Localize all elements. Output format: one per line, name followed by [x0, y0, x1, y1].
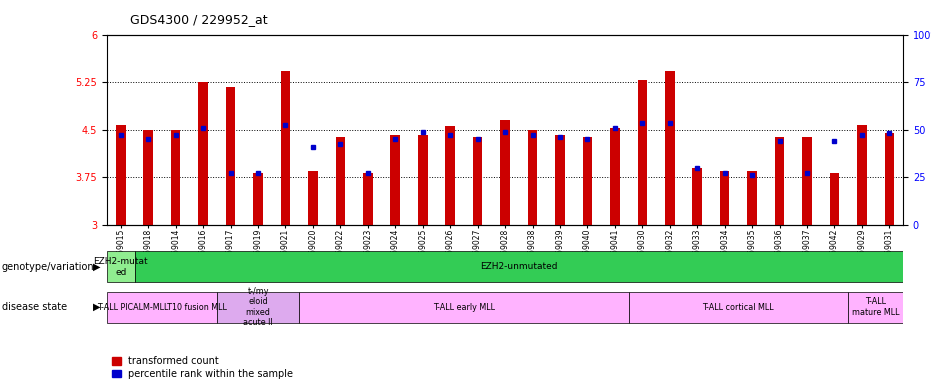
Text: EZH2-mutat
ed: EZH2-mutat ed	[93, 257, 148, 276]
Text: genotype/variation: genotype/variation	[2, 262, 94, 272]
Bar	[628, 292, 848, 323]
Bar	[107, 292, 217, 323]
Bar	[555, 135, 565, 225]
Text: T-ALL cortical MLL: T-ALL cortical MLL	[703, 303, 775, 312]
Bar	[693, 168, 702, 225]
Text: EZH2-unmutated: EZH2-unmutated	[480, 262, 558, 271]
Text: T-ALL
mature MLL: T-ALL mature MLL	[852, 298, 899, 317]
Bar	[665, 71, 675, 225]
Bar	[116, 125, 126, 225]
Legend: transformed count, percentile rank within the sample: transformed count, percentile rank withi…	[112, 356, 293, 379]
Bar	[884, 133, 894, 225]
Bar	[500, 120, 510, 225]
Text: T-ALL PICALM-MLLT10 fusion MLL: T-ALL PICALM-MLLT10 fusion MLL	[97, 303, 227, 312]
Bar	[473, 137, 482, 225]
Bar	[748, 171, 757, 225]
Bar	[280, 71, 290, 225]
Bar	[720, 171, 730, 225]
Bar	[390, 135, 400, 225]
Text: ▶: ▶	[93, 302, 101, 312]
Text: ▶: ▶	[93, 262, 101, 272]
Bar	[299, 292, 628, 323]
Text: disease state: disease state	[2, 302, 67, 312]
Bar	[253, 173, 263, 225]
Bar	[308, 171, 317, 225]
Bar	[610, 128, 620, 225]
Bar	[445, 126, 455, 225]
Bar	[226, 86, 236, 225]
Bar	[638, 80, 647, 225]
Bar	[217, 292, 299, 323]
Bar	[335, 137, 345, 225]
Bar	[803, 137, 812, 225]
Text: GDS4300 / 229952_at: GDS4300 / 229952_at	[130, 13, 268, 26]
Bar	[848, 292, 903, 323]
Text: t-/my
eloid
mixed
acute ll: t-/my eloid mixed acute ll	[243, 287, 273, 327]
Bar	[583, 137, 592, 225]
Bar	[171, 130, 181, 225]
Text: T-ALL early MLL: T-ALL early MLL	[433, 303, 495, 312]
Bar	[857, 125, 867, 225]
Bar	[775, 137, 784, 225]
Bar	[198, 82, 208, 225]
Bar	[143, 130, 153, 225]
Bar	[830, 173, 839, 225]
Bar	[363, 173, 372, 225]
Bar	[107, 252, 134, 283]
Bar	[418, 135, 427, 225]
Bar	[528, 130, 537, 225]
